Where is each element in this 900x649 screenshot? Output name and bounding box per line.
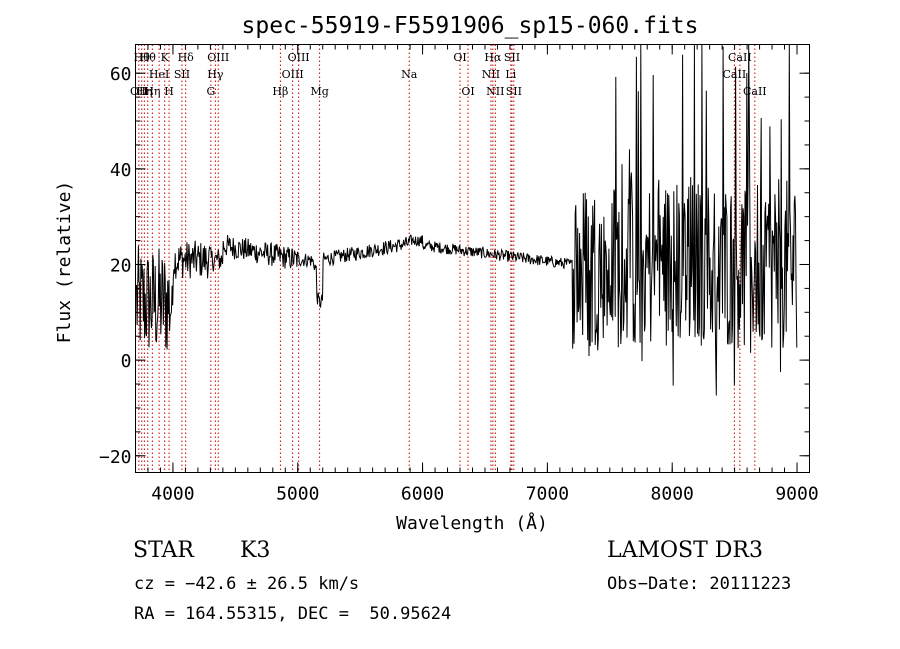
- line-label: CaII: [728, 51, 752, 64]
- object-subclass: K3: [240, 538, 271, 563]
- plot-frame: [135, 44, 810, 473]
- line-label: Hθ: [140, 51, 157, 64]
- line-label: OI: [461, 85, 474, 98]
- spectrum-line: [136, 44, 798, 396]
- line-label: SII: [506, 85, 522, 98]
- line-label: Na: [401, 68, 418, 81]
- line-label: OIII: [282, 68, 304, 81]
- line-label: SII: [504, 51, 520, 64]
- line-label: Li: [505, 68, 516, 81]
- line-label: OII: [130, 85, 148, 98]
- x-tick-label: 8000: [651, 484, 694, 505]
- line-label: Hθ: [134, 51, 151, 64]
- x-axis: 4000 5000 6000 7000 8000 9000: [147, 44, 819, 505]
- y-tick-label: −20: [99, 447, 132, 468]
- line-label: Hη: [144, 85, 160, 98]
- x-tick-label: 9000: [775, 484, 818, 505]
- y-tick-label: 0: [121, 351, 132, 372]
- x-tick-label: 4000: [151, 484, 194, 505]
- redshift-velocity: cz = −42.6 ± 26.5 km/s: [134, 574, 360, 594]
- observation-date: Obs−Date: 20111223: [607, 574, 792, 594]
- x-axis-label: Wavelength (Å): [396, 512, 548, 534]
- x-tick-label: 7000: [526, 484, 569, 505]
- line-label: OI: [453, 51, 466, 64]
- line-label: Hδ: [178, 51, 195, 64]
- line-label: OIII: [207, 51, 229, 64]
- x-tick-label: 6000: [401, 484, 444, 505]
- line-label: SII: [174, 68, 190, 81]
- spectral-line-labels: OIIHθHηHθHηHeIKHSIIHδGHγOIIIHβOIIIOIIIMg…: [130, 51, 767, 98]
- spectral-line-markers: [138, 44, 756, 473]
- y-tick-label: 60: [110, 64, 132, 85]
- y-tick-label: 40: [110, 160, 132, 181]
- line-label: Hβ: [272, 85, 288, 98]
- coordinates: RA = 164.55315, DEC = 50.95624: [134, 604, 452, 624]
- line-label: Hα: [484, 51, 502, 64]
- y-tick-label: 20: [110, 255, 132, 276]
- chart-title: spec-55919-F5591906_sp15-060.fits: [242, 13, 699, 39]
- object-class: STAR: [133, 538, 194, 563]
- line-label: Hη: [136, 85, 152, 98]
- line-label: NII: [486, 85, 504, 98]
- line-label: Hγ: [207, 68, 224, 81]
- line-label: K: [161, 51, 170, 64]
- line-label: G: [206, 85, 215, 98]
- y-axis-label: Flux (relative): [54, 181, 75, 344]
- line-label: HeI: [149, 68, 169, 81]
- survey-name: LAMOST DR3: [607, 538, 763, 563]
- y-axis: −20 0 20 40 60: [99, 64, 810, 468]
- line-label: OIII: [288, 51, 310, 64]
- line-label: NII: [482, 68, 500, 81]
- line-label: Mg: [310, 85, 328, 98]
- line-label: CaII: [723, 68, 747, 81]
- line-label: H: [164, 85, 174, 98]
- x-tick-label: 5000: [276, 484, 319, 505]
